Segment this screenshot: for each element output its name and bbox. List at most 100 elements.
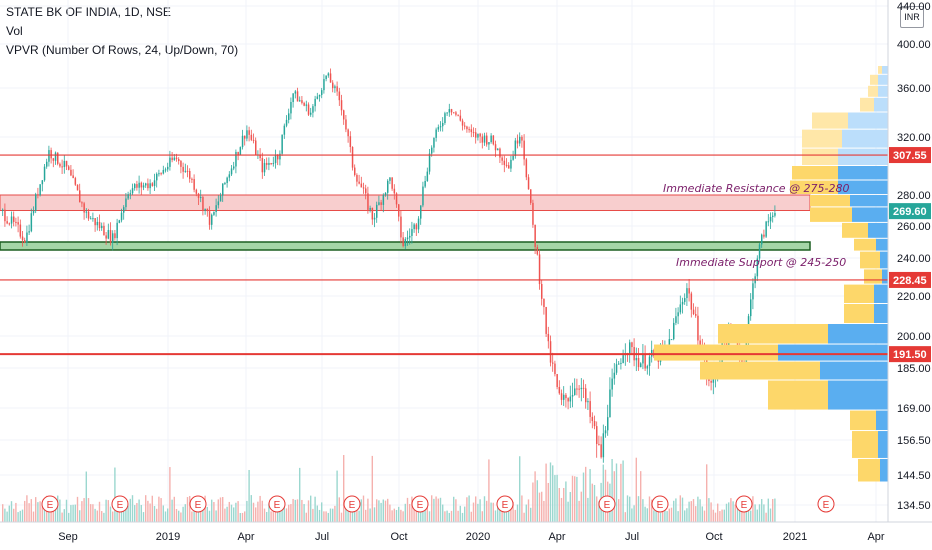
profile-down-bar — [768, 380, 828, 410]
candle-body — [17, 222, 19, 225]
candle-body — [213, 212, 215, 215]
candle-body — [230, 168, 233, 175]
candle-body — [299, 100, 301, 102]
symbol-title[interactable]: STATE BK OF INDIA, 1D, NSE — [6, 5, 171, 19]
profile-up-bar — [828, 324, 888, 344]
volume-bar — [629, 496, 631, 522]
volume-bar — [6, 511, 8, 522]
resistance-annotation[interactable]: Immediate Resistance @ 275-280 — [663, 182, 850, 195]
candle-body — [74, 178, 77, 185]
candle-body — [488, 142, 490, 145]
candle-body — [635, 357, 638, 361]
volume-bar — [706, 464, 708, 522]
candle-body — [763, 234, 765, 237]
candle-body — [136, 184, 138, 188]
price-tick-label: 320.00 — [897, 132, 931, 144]
volume-bar — [622, 460, 624, 522]
currency-button[interactable]: INR — [900, 6, 924, 28]
candle-body — [389, 177, 391, 181]
volume-bar — [626, 495, 629, 522]
candle-body — [347, 129, 349, 137]
profile-up-bar — [876, 238, 888, 251]
earnings-marker-label: E — [47, 500, 54, 511]
time-tick-label: 2020 — [466, 531, 490, 543]
profile-up-bar — [878, 431, 888, 458]
candle-body — [530, 189, 532, 203]
candle-body — [391, 177, 393, 189]
vpvr-indicator-label[interactable]: VPVR (Number Of Rows, 24, Up/Down, 70) — [6, 43, 239, 57]
volume-bar — [270, 511, 272, 522]
horizontal-lines[interactable]: 307.55 269.60 228.45 191.50 — [0, 147, 931, 363]
candle-body — [318, 94, 321, 97]
candle-body — [622, 355, 624, 363]
candle-body — [8, 223, 11, 225]
volume-bars — [2, 455, 776, 522]
candle-body — [92, 218, 94, 220]
support-annotation[interactable]: Immediate Support @ 245-250 — [676, 256, 846, 269]
candle-body — [48, 150, 50, 162]
candle-body — [323, 79, 325, 91]
candle-body — [516, 140, 519, 144]
volume-bar — [670, 507, 673, 522]
volume-bar — [736, 500, 739, 522]
candle-body — [35, 194, 37, 211]
volume-bar — [147, 500, 149, 522]
candle-body — [420, 205, 422, 219]
candle-body — [294, 91, 297, 94]
price-axis[interactable]: 440.00 400.00 360.00 320.00 280.00 260.00 240.… — [887, 0, 931, 522]
candle-body — [332, 82, 334, 89]
volume-bar — [358, 510, 360, 522]
volume-bar — [127, 505, 129, 522]
volume-bar — [85, 471, 87, 522]
candle-body — [596, 426, 598, 444]
volume-bar — [620, 463, 622, 522]
time-axis[interactable]: Sep 2019 Apr Jul Oct 2020 Apr Jul Oct 2021 Apr — [0, 521, 932, 543]
candle-body — [129, 193, 132, 195]
candle-body — [362, 187, 365, 189]
candle-body — [442, 122, 444, 127]
profile-up-bar — [874, 304, 888, 323]
candle-body — [600, 444, 602, 458]
volume-bar — [68, 512, 70, 522]
candle-body — [604, 430, 607, 434]
volume-bar — [26, 495, 28, 522]
candle-body — [549, 341, 552, 363]
volume-bar — [582, 472, 585, 522]
candle-body — [120, 212, 123, 221]
candle-body — [274, 155, 277, 164]
candle-body — [468, 129, 470, 131]
volume-bar — [701, 506, 703, 522]
volume-bar — [153, 505, 156, 522]
candle-body — [576, 388, 578, 390]
price-tick-label: 240.00 — [897, 253, 931, 265]
volume-bar — [703, 510, 706, 522]
volume-bar — [101, 511, 103, 522]
volume-bar — [345, 508, 347, 522]
candle-body — [618, 363, 620, 365]
candle-body — [494, 144, 497, 151]
time-tick-label: Apr — [867, 531, 884, 543]
volume-bar — [413, 504, 415, 522]
candle-body — [525, 159, 528, 178]
volume-bar — [283, 504, 285, 522]
candle-body — [211, 214, 213, 225]
candle-body — [426, 171, 429, 182]
candle-body — [578, 388, 580, 390]
candle-body — [428, 153, 431, 172]
candle-body — [587, 401, 589, 403]
volume-bar — [204, 495, 206, 522]
candle-body — [453, 112, 455, 114]
volume-indicator-label[interactable]: Vol — [6, 24, 23, 38]
candle-body — [147, 183, 149, 189]
volume-bar — [41, 504, 43, 522]
profile-up-bar — [842, 129, 888, 148]
earnings-marker — [817, 495, 835, 513]
profile-down-bar — [700, 361, 820, 380]
volume-bar — [211, 499, 213, 522]
candle-body — [127, 194, 129, 199]
candle-body — [338, 91, 341, 101]
volume-bar — [657, 506, 659, 522]
candle-body — [134, 184, 136, 189]
